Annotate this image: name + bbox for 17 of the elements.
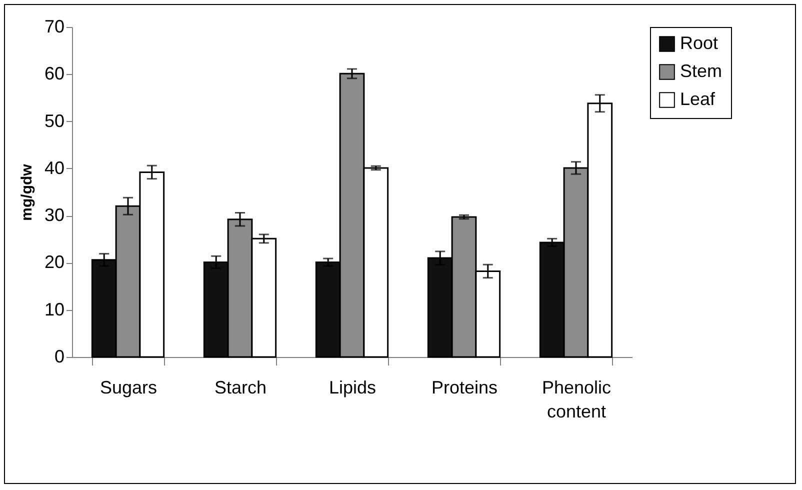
y-tick-label: 60 [44,64,64,84]
y-tick-label: 10 [44,299,64,320]
legend-label: Leaf [680,89,716,109]
x-tick-label: Sugars [100,378,158,398]
x-tick-label: Phenolic content [542,378,612,422]
x-tick-label: Starch [214,378,267,398]
legend-label: Stem [680,61,722,81]
y-tick-label: 40 [44,158,64,178]
y-tick-label: 70 [44,16,64,36]
y-tick-label: 50 [44,110,64,131]
y-axis-title: mg/gdw [18,164,36,221]
legend-label: Root [680,33,718,53]
x-tick-label: Lipids [328,378,376,398]
x-tick-label: Proteins [431,378,498,398]
y-tick-label: 0 [54,346,64,366]
y-tick-label: 20 [44,252,64,272]
y-tick-label: 30 [44,205,64,226]
